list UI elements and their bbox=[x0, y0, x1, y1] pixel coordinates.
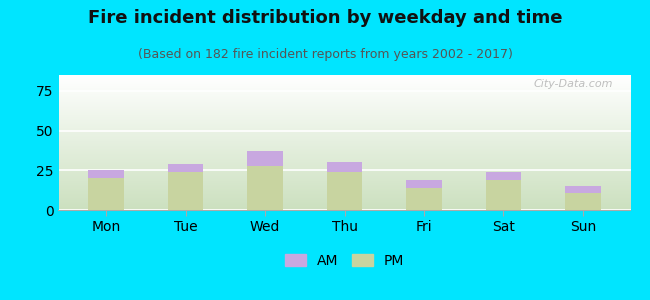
Bar bbox=[168, 164, 203, 172]
Bar bbox=[326, 172, 363, 210]
Text: (Based on 182 fire incident reports from years 2002 - 2017): (Based on 182 fire incident reports from… bbox=[138, 48, 512, 61]
Legend: AM, PM: AM, PM bbox=[285, 254, 404, 268]
Bar bbox=[486, 180, 521, 210]
Bar bbox=[565, 193, 601, 210]
Text: Fire incident distribution by weekday and time: Fire incident distribution by weekday an… bbox=[88, 9, 562, 27]
Bar bbox=[247, 151, 283, 166]
Bar bbox=[168, 172, 203, 210]
Bar bbox=[406, 188, 442, 210]
Bar bbox=[565, 186, 601, 193]
Bar bbox=[486, 172, 521, 180]
Text: City-Data.com: City-Data.com bbox=[534, 79, 614, 89]
Bar bbox=[326, 162, 363, 172]
Bar bbox=[88, 170, 124, 178]
Bar bbox=[406, 180, 442, 188]
Bar bbox=[247, 166, 283, 210]
Bar bbox=[88, 178, 124, 210]
